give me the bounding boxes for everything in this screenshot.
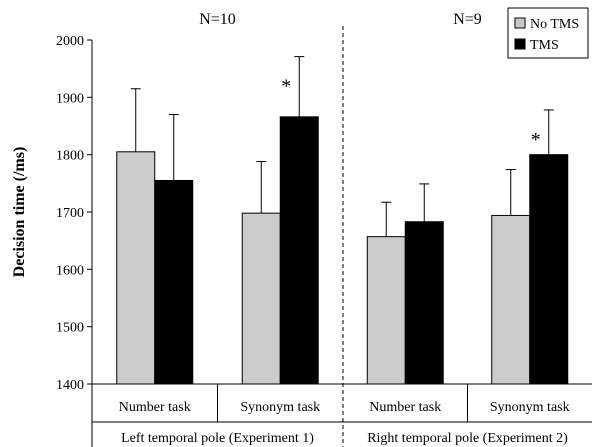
y-tick-label: 1900 bbox=[56, 91, 84, 106]
bar-tms bbox=[154, 179, 194, 385]
legend-label: TMS bbox=[530, 38, 559, 53]
category-label: Synonym task bbox=[240, 400, 320, 415]
y-tick-label: 1700 bbox=[56, 206, 84, 221]
bar-no-tms bbox=[366, 236, 406, 385]
bar-no-tms bbox=[241, 212, 281, 385]
labels: 1400 1500 1600 1700 1800 1900 2000 Decision tim… bbox=[11, 11, 570, 446]
category-label: Number task bbox=[119, 400, 191, 415]
significance-star: * bbox=[281, 76, 291, 98]
bars bbox=[116, 56, 569, 385]
bar-no-tms bbox=[116, 151, 156, 385]
category-label: Synonym task bbox=[490, 400, 570, 415]
legend-box bbox=[507, 7, 589, 59]
y-tick-label: 2000 bbox=[56, 34, 84, 49]
panel-group-label: Left temporal pole (Experiment 1) bbox=[121, 431, 314, 446]
y-axis-label: Decision time (/ms) bbox=[11, 147, 28, 278]
bar-tms bbox=[529, 154, 569, 385]
panel-n-label: N=10 bbox=[199, 11, 236, 28]
y-tick-label: 1500 bbox=[56, 321, 84, 336]
legend: No TMS TMS bbox=[507, 7, 589, 59]
y-tick-label: 1600 bbox=[56, 263, 84, 278]
y-tick-label: 1800 bbox=[56, 149, 84, 164]
legend-swatch bbox=[514, 17, 526, 29]
panel-n-label: N=9 bbox=[453, 11, 482, 28]
y-tick-label: 1400 bbox=[56, 378, 84, 393]
bar-tms bbox=[279, 116, 319, 385]
panel-group-label: Right temporal pole (Experiment 2) bbox=[367, 431, 568, 446]
bar-no-tms bbox=[491, 214, 531, 385]
significance-star: * bbox=[531, 129, 541, 151]
legend-label: No TMS bbox=[530, 17, 579, 32]
legend-swatch bbox=[514, 38, 526, 50]
category-label: Number task bbox=[369, 400, 441, 415]
bar-tms bbox=[404, 221, 444, 385]
